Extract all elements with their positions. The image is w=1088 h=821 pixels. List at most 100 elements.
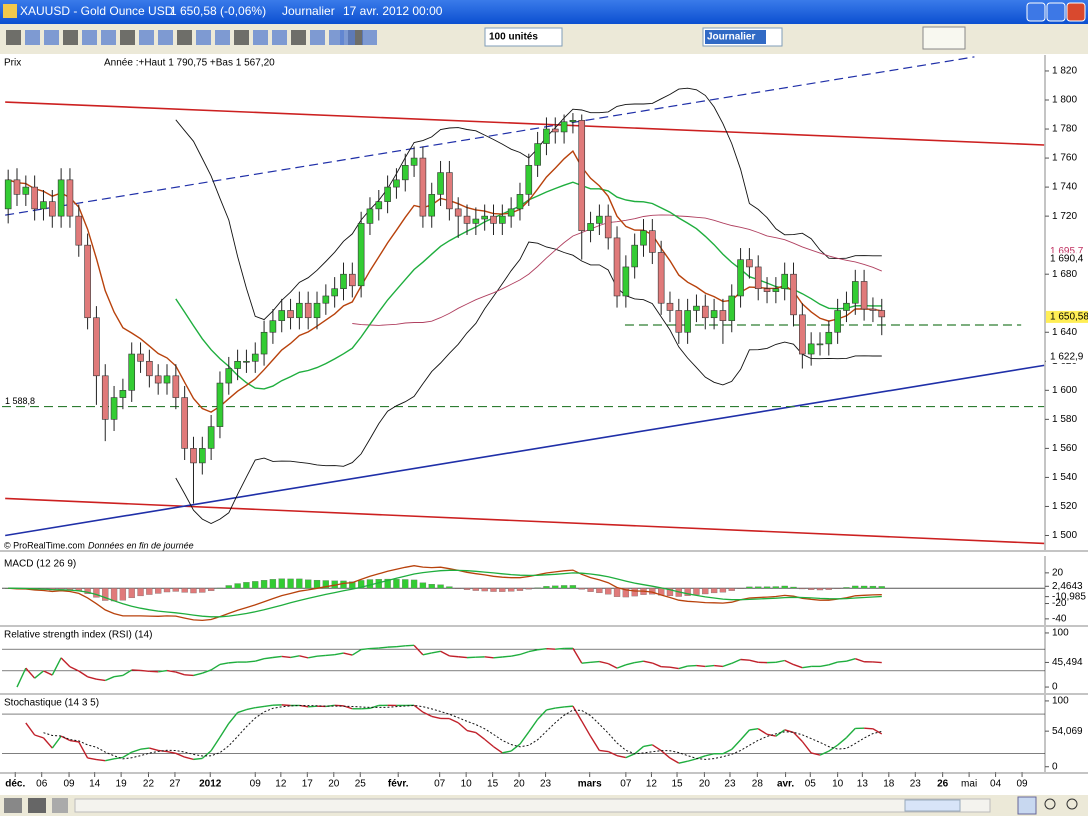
candle-body	[711, 310, 717, 317]
x-tick-label: 09	[64, 779, 76, 790]
candle-body	[411, 158, 417, 165]
macd-histogram	[755, 587, 761, 588]
scroll-thumb[interactable]	[905, 800, 960, 811]
candle-body	[799, 315, 805, 354]
x-tick-label: avr.	[777, 779, 794, 790]
candle-body	[32, 187, 38, 209]
x-tick-label: 05	[805, 779, 817, 790]
candle-body	[288, 310, 294, 317]
rsi-line	[873, 662, 882, 663]
tool-icon[interactable]	[362, 30, 377, 45]
tool-icon[interactable]	[44, 30, 59, 45]
candle-body	[102, 376, 108, 420]
tool-icon[interactable]	[234, 30, 249, 45]
candle-body	[455, 209, 461, 216]
tool-icon[interactable]	[158, 30, 173, 45]
rsi-line	[591, 662, 600, 663]
chart-style-button[interactable]	[923, 27, 965, 49]
candle-body	[367, 209, 373, 224]
y-tick-label: 100	[1052, 628, 1069, 639]
print-button[interactable]	[4, 798, 22, 813]
units-label: 100 unités	[489, 32, 538, 43]
macd-histogram	[570, 585, 576, 588]
macd-histogram	[791, 587, 797, 588]
candle-body	[499, 216, 505, 223]
x-tick-label: 12	[646, 779, 658, 790]
minimize-button[interactable]	[1027, 3, 1045, 21]
candle-body	[438, 173, 444, 195]
x-tick-label: 07	[620, 779, 632, 790]
save-button[interactable]	[28, 798, 46, 813]
macd-histogram	[93, 588, 99, 597]
candle-body	[146, 361, 152, 376]
candle-body	[729, 296, 735, 321]
tool-icon[interactable]	[215, 30, 230, 45]
tool-icon[interactable]	[272, 30, 287, 45]
candle-body	[420, 158, 426, 216]
macd-histogram	[711, 588, 717, 593]
candle-body	[138, 354, 144, 361]
candle-body	[173, 376, 179, 398]
candle-body	[738, 260, 744, 296]
tool-icon[interactable]	[63, 30, 78, 45]
y-tick-label: -40	[1052, 614, 1067, 625]
macd-histogram	[543, 586, 549, 588]
candle-body	[826, 332, 832, 344]
tool-icon[interactable]	[310, 30, 325, 45]
candle-body	[208, 427, 214, 449]
candle-body	[543, 129, 549, 144]
x-tick-label: 20	[514, 779, 526, 790]
panel-name: Prix	[4, 58, 21, 69]
macd-histogram	[111, 588, 117, 601]
candle-body	[852, 281, 858, 303]
tool-icon[interactable]	[177, 30, 192, 45]
candle-body	[429, 194, 435, 216]
x-tick-label: 26	[937, 779, 949, 790]
macd-histogram	[508, 588, 514, 591]
window-quote: 1 650,58 (-0,06%)	[170, 4, 266, 18]
macd-histogram	[420, 583, 426, 588]
tool-icon[interactable]	[101, 30, 116, 45]
candle-body	[464, 216, 470, 223]
tool-icon[interactable]	[196, 30, 211, 45]
candle-body	[508, 209, 514, 216]
rsi-line	[493, 657, 502, 658]
macd-histogram	[588, 588, 594, 592]
x-tick-label: 14	[89, 779, 101, 790]
tool-icon[interactable]	[6, 30, 21, 45]
rsi-line	[246, 661, 255, 662]
maximize-button[interactable]	[1047, 3, 1065, 21]
zoom-button[interactable]	[1018, 797, 1036, 814]
cut-button[interactable]	[52, 798, 68, 813]
close-button[interactable]	[1067, 3, 1085, 21]
tool-icon[interactable]	[120, 30, 135, 45]
candle-body	[111, 398, 117, 420]
stoch-k-line	[564, 706, 573, 707]
tool-icon[interactable]	[253, 30, 268, 45]
rsi-line	[449, 656, 458, 657]
candle-body	[773, 289, 779, 292]
y-tick-label: 1 800	[1052, 95, 1077, 106]
candle-body	[720, 310, 726, 320]
candle-body	[588, 223, 594, 230]
candle-body	[190, 448, 196, 463]
rsi-line	[582, 662, 591, 663]
tool-icon[interactable]	[291, 30, 306, 45]
macd-histogram	[296, 579, 302, 588]
tool-icon[interactable]	[340, 30, 355, 45]
scrollbar[interactable]	[75, 799, 990, 812]
candle-body	[296, 303, 302, 318]
y-tick-label: 1 780	[1052, 124, 1077, 135]
macd-histogram	[490, 588, 496, 591]
tool-icon[interactable]	[25, 30, 40, 45]
rsi-line	[696, 666, 705, 667]
macd-histogram	[411, 580, 417, 588]
candle-body	[85, 245, 91, 318]
rsi-line	[326, 655, 335, 656]
candle-body	[632, 245, 638, 267]
tool-icon[interactable]	[82, 30, 97, 45]
candle-body	[129, 354, 135, 390]
candle-body	[764, 289, 770, 292]
candle-body	[667, 303, 673, 310]
tool-icon[interactable]	[139, 30, 154, 45]
